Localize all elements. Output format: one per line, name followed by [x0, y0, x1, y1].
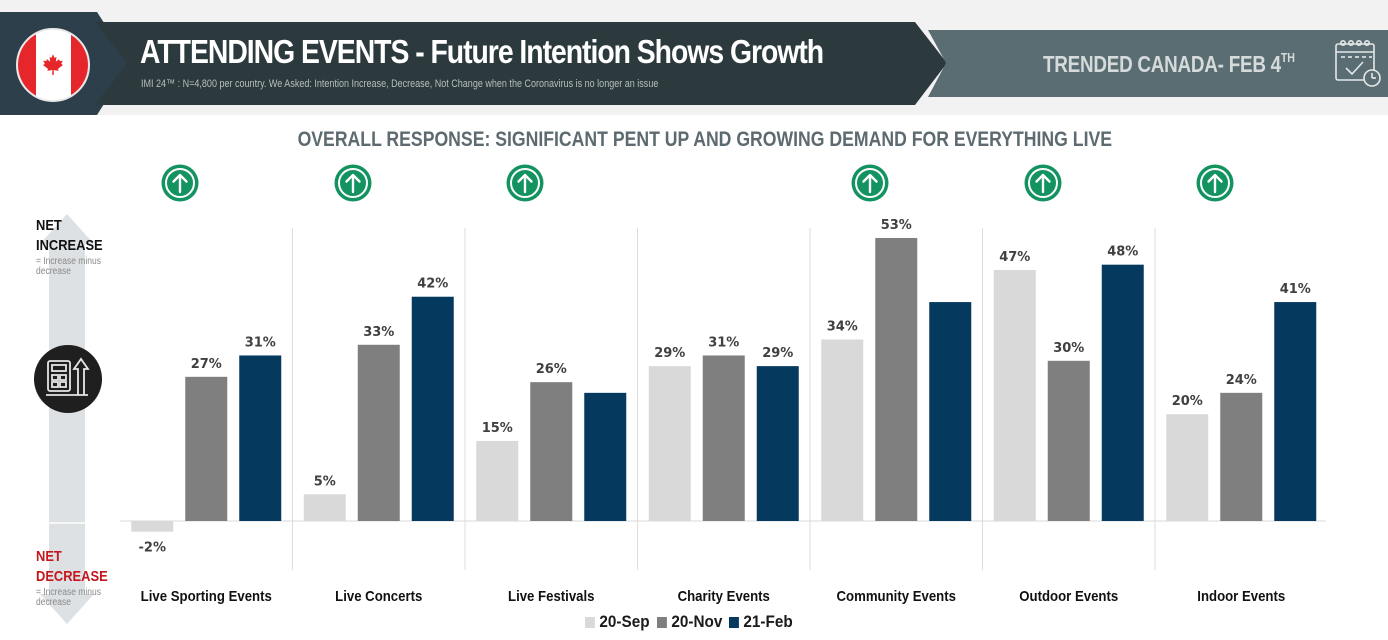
date-label: TRENDED CANADA- FEB 4TH: [1043, 50, 1295, 78]
section-title: OVERALL RESPONSE: SIGNIFICANT PENT UP AN…: [0, 128, 1388, 152]
survey-subtitle: IMI 24™ : N=4,800 per country. We Asked:…: [141, 78, 659, 90]
bar-value-label: 34%: [827, 319, 858, 334]
net-increase-note: = Increase minus decrease: [36, 257, 101, 277]
bar-value-label: 5%: [314, 474, 336, 489]
legend-item-21-feb: 21-Feb: [729, 612, 793, 632]
bar-21-feb-outdoor-events: [1101, 264, 1144, 521]
legend: 20-Sep 20-Nov 21-Feb: [585, 612, 794, 632]
legend-item-20-sep: 20-Sep: [585, 612, 650, 632]
arrow-up-circle-icon: [506, 164, 544, 202]
category-label: Live Festivals: [508, 587, 595, 604]
page-title: ATTENDING EVENTS - Future Intention Show…: [140, 33, 824, 70]
calculator-arrow-up-icon: [34, 345, 102, 413]
category-label: Live Concerts: [335, 587, 422, 604]
bar-20-sep-live-concerts: [303, 494, 346, 521]
legend-item-20-nov: 20-Nov: [656, 612, 723, 632]
bar-value-label: 47%: [999, 250, 1030, 265]
title-banner: [95, 22, 947, 105]
category-label: Indoor Events: [1197, 587, 1285, 604]
bar-20-nov-outdoor-events: [1047, 360, 1090, 521]
category-label: Community Events: [837, 587, 957, 604]
net-decrease-line2: DECREASE: [36, 568, 108, 585]
category-labels: Live Sporting Events Live Concerts Live Fe…: [141, 587, 1286, 604]
date-label-text: TRENDED CANADA- FEB 4: [1043, 51, 1281, 77]
bar-20-nov-live-sporting-events: [185, 376, 228, 521]
bar-20-sep-community-events: [821, 339, 864, 521]
bar-21-feb-live-concerts: [411, 296, 454, 521]
arrow-up-circle-icon: [334, 164, 372, 202]
bar-value-label: 27%: [191, 357, 222, 372]
bar-value-label: 24%: [1226, 373, 1257, 388]
net-increase-line2: INCREASE: [36, 237, 103, 254]
bars: [131, 237, 1317, 532]
bar-21-feb-indoor-events: [1274, 302, 1317, 521]
net-decrease-note-line1: = Increase minus: [36, 587, 101, 598]
bar-value-label: 26%: [536, 362, 567, 377]
legend-label: 20-Nov: [671, 612, 723, 631]
category-label: Outdoor Events: [1019, 587, 1118, 604]
net-increase-note-line1: = Increase minus: [36, 256, 101, 267]
arrow-up-circle-icon: [851, 164, 889, 202]
bar-20-sep-live-sporting-events: [131, 521, 174, 532]
net-increase-line1: NET: [36, 217, 62, 234]
bar-20-sep-indoor-events: [1166, 414, 1209, 521]
net-increase-note-line2: decrease: [36, 266, 71, 277]
legend-label: 20-Sep: [599, 612, 650, 631]
net-decrease-line1: NET: [36, 548, 62, 565]
bar-value-label: 48%: [1107, 245, 1138, 260]
bar-21-feb-community-events: [929, 302, 972, 521]
net-decrease-label: NET DECREASE: [36, 547, 108, 587]
bar-value-label: 15%: [482, 421, 513, 436]
bar-20-nov-community-events: [875, 237, 918, 522]
bar-value-label: 33%: [363, 325, 394, 340]
bar-20-sep-charity-events: [648, 366, 691, 521]
legend-swatch: [585, 616, 595, 628]
legend-label: 21-Feb: [743, 612, 794, 631]
date-banner: [928, 30, 1388, 97]
bar-value-label: 42%: [417, 277, 448, 292]
net-decrease-note-line2: decrease: [36, 597, 71, 608]
arrow-up-circle-icon: [1024, 164, 1062, 202]
bar-20-nov-indoor-events: [1220, 392, 1263, 521]
bar-value-label: 29%: [762, 346, 793, 361]
net-decrease-note: = Increase minus decrease: [36, 588, 101, 608]
bar-value-label: 31%: [245, 335, 276, 350]
category-label: Charity Events: [678, 587, 770, 604]
maple-leaf-icon: [43, 54, 63, 75]
category-dividers: [292, 228, 1156, 570]
bar-value-label: 53%: [881, 218, 912, 233]
date-label-suffix: TH: [1280, 50, 1295, 65]
bar-value-label: -2%: [139, 541, 166, 556]
bar-labels: -2% 27% 31% 5% 33% 42% 15% 26% 29% 31% 29% 34% 53% 47…: [139, 218, 1311, 556]
bar-20-sep-live-festivals: [476, 440, 519, 521]
bar-value-label: 30%: [1053, 341, 1084, 356]
bar-value-label: 20%: [1172, 394, 1203, 409]
arrow-up-circle-icon: [161, 164, 199, 202]
canada-flag-icon: [16, 28, 90, 102]
arrow-up-circle-icon: [1196, 164, 1234, 202]
bar-20-nov-live-concerts: [357, 344, 400, 521]
bar-21-feb-live-festivals: [584, 392, 627, 521]
legend-swatch: [656, 616, 667, 628]
section-title-text: OVERALL RESPONSE: SIGNIFICANT PENT UP AN…: [297, 128, 1113, 151]
bar-value-label: 31%: [708, 335, 739, 350]
bar-value-label: 41%: [1280, 282, 1311, 297]
net-increase-label: NET INCREASE: [36, 216, 103, 256]
bar-20-nov-charity-events: [702, 355, 745, 521]
category-label: Live Sporting Events: [141, 587, 272, 604]
legend-swatch: [729, 616, 740, 628]
bar-21-feb-live-sporting-events: [239, 355, 282, 521]
bar-20-sep-outdoor-events: [993, 270, 1036, 521]
calendar-check-clock-icon: [1335, 39, 1381, 87]
bar-21-feb-charity-events: [756, 366, 799, 521]
net-direction-arrow: [40, 214, 94, 624]
bar-20-nov-live-festivals: [530, 382, 573, 521]
bar-value-label: 29%: [654, 346, 685, 361]
